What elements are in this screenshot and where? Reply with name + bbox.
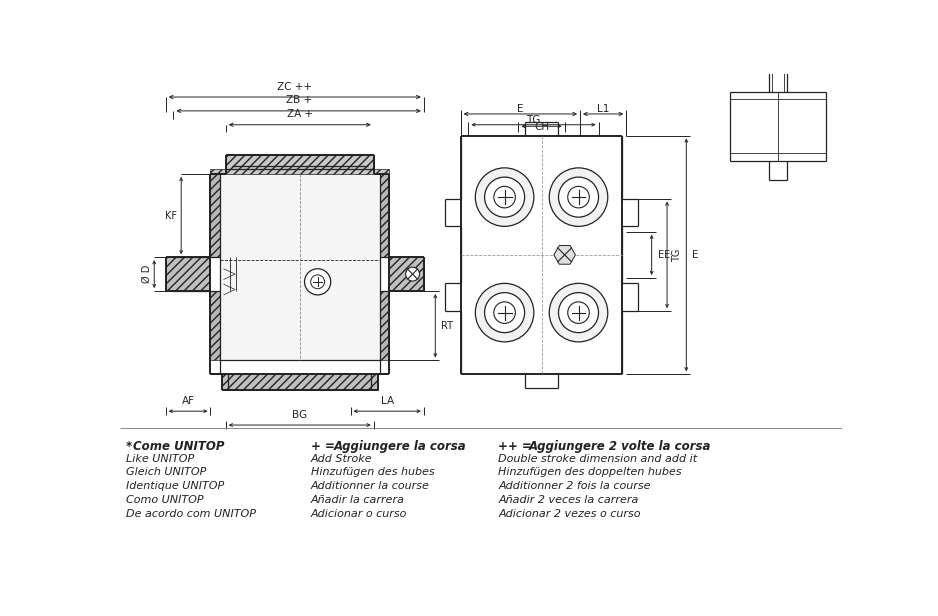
Text: E: E [517, 103, 523, 113]
Circle shape [476, 168, 534, 226]
Text: Hinzufügen des doppelten hubes: Hinzufügen des doppelten hubes [498, 468, 682, 477]
Text: ZB +: ZB + [285, 95, 311, 105]
Text: ZA +: ZA + [287, 110, 313, 120]
Text: L1: L1 [597, 103, 610, 113]
Text: AF: AF [182, 396, 194, 406]
Text: Add Stroke: Add Stroke [310, 453, 372, 463]
Circle shape [493, 302, 515, 323]
Polygon shape [380, 291, 389, 360]
Text: TG: TG [672, 248, 682, 262]
Text: Añadir la carrera: Añadir la carrera [310, 495, 404, 505]
Text: + =: + = [310, 440, 339, 453]
Text: Like UNITOP: Like UNITOP [126, 453, 194, 463]
Text: E: E [691, 250, 698, 260]
Polygon shape [222, 374, 377, 389]
Text: Adicionar 2 vezes o curso: Adicionar 2 vezes o curso [498, 509, 641, 519]
Text: Identique UNITOP: Identique UNITOP [126, 481, 224, 491]
Text: ++ =: ++ = [498, 440, 537, 453]
Polygon shape [553, 246, 575, 264]
Circle shape [493, 186, 515, 208]
Text: De acordo com UNITOP: De acordo com UNITOP [126, 509, 256, 519]
Text: TG: TG [526, 115, 540, 125]
Polygon shape [380, 174, 389, 257]
Polygon shape [210, 155, 389, 174]
Text: Additionner 2 fois la course: Additionner 2 fois la course [498, 481, 651, 491]
Text: KF: KF [165, 211, 177, 221]
Polygon shape [210, 291, 219, 360]
Text: *: * [126, 440, 136, 453]
Text: Additionner la course: Additionner la course [310, 481, 430, 491]
Text: Añadir 2 veces la carrera: Añadir 2 veces la carrera [498, 495, 639, 505]
Text: Ø D: Ø D [142, 265, 152, 283]
Circle shape [558, 177, 598, 217]
Circle shape [567, 186, 589, 208]
Text: RT: RT [442, 321, 453, 331]
Text: Como UNITOP: Como UNITOP [126, 495, 204, 505]
Text: EE: EE [658, 250, 670, 260]
Circle shape [476, 283, 534, 342]
Polygon shape [210, 174, 219, 257]
Text: Aggiungere la corsa: Aggiungere la corsa [334, 440, 466, 453]
Polygon shape [166, 257, 210, 291]
Circle shape [550, 168, 608, 226]
Text: Come UNITOP: Come UNITOP [133, 440, 225, 453]
Circle shape [310, 275, 325, 289]
Circle shape [550, 283, 608, 342]
Polygon shape [219, 174, 380, 360]
Polygon shape [389, 257, 424, 291]
Circle shape [485, 293, 524, 333]
Text: Gleich UNITOP: Gleich UNITOP [126, 468, 206, 477]
Circle shape [305, 269, 331, 295]
Text: CH: CH [534, 121, 549, 132]
Text: LA: LA [381, 396, 394, 406]
Text: BG: BG [293, 410, 308, 419]
Text: Double stroke dimension and add it: Double stroke dimension and add it [498, 453, 698, 463]
Circle shape [405, 267, 419, 281]
Text: Aggiungere 2 volte la corsa: Aggiungere 2 volte la corsa [529, 440, 712, 453]
Circle shape [558, 293, 598, 333]
Text: Hinzufügen des hubes: Hinzufügen des hubes [310, 468, 434, 477]
Text: ZC ++: ZC ++ [278, 82, 312, 92]
Circle shape [485, 177, 524, 217]
Text: Adicionar o curso: Adicionar o curso [310, 509, 407, 519]
Circle shape [567, 302, 589, 323]
